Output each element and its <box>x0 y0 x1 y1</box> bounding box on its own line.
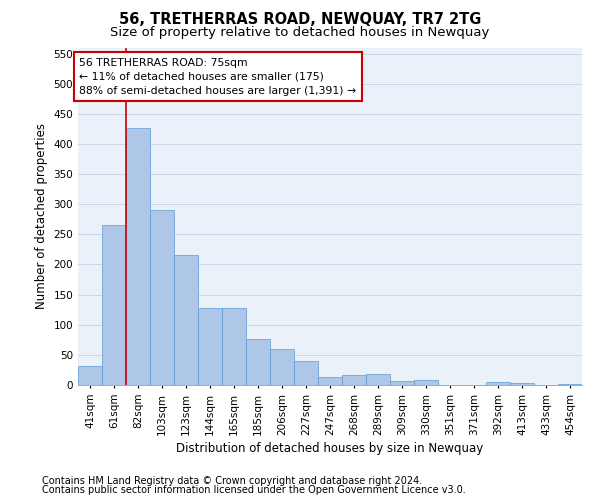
Bar <box>198 308 222 385</box>
Bar <box>294 361 318 385</box>
Bar <box>222 308 246 385</box>
Text: Size of property relative to detached houses in Newquay: Size of property relative to detached ho… <box>110 26 490 39</box>
Bar <box>270 349 294 385</box>
Y-axis label: Number of detached properties: Number of detached properties <box>35 123 48 309</box>
Bar <box>390 381 414 385</box>
Bar <box>318 377 342 385</box>
Bar <box>174 256 198 385</box>
Bar <box>558 384 582 385</box>
Bar <box>78 366 102 385</box>
Bar <box>126 128 150 385</box>
Bar <box>342 375 366 385</box>
Bar <box>246 338 270 385</box>
Bar <box>486 382 510 385</box>
Bar <box>150 210 174 385</box>
Bar <box>102 226 126 385</box>
Text: Contains public sector information licensed under the Open Government Licence v3: Contains public sector information licen… <box>42 485 466 495</box>
Text: Contains HM Land Registry data © Crown copyright and database right 2024.: Contains HM Land Registry data © Crown c… <box>42 476 422 486</box>
Bar <box>414 380 438 385</box>
Text: 56, TRETHERRAS ROAD, NEWQUAY, TR7 2TG: 56, TRETHERRAS ROAD, NEWQUAY, TR7 2TG <box>119 12 481 28</box>
Bar <box>366 374 390 385</box>
X-axis label: Distribution of detached houses by size in Newquay: Distribution of detached houses by size … <box>176 442 484 454</box>
Bar <box>510 383 534 385</box>
Text: 56 TRETHERRAS ROAD: 75sqm
← 11% of detached houses are smaller (175)
88% of semi: 56 TRETHERRAS ROAD: 75sqm ← 11% of detac… <box>79 58 356 96</box>
